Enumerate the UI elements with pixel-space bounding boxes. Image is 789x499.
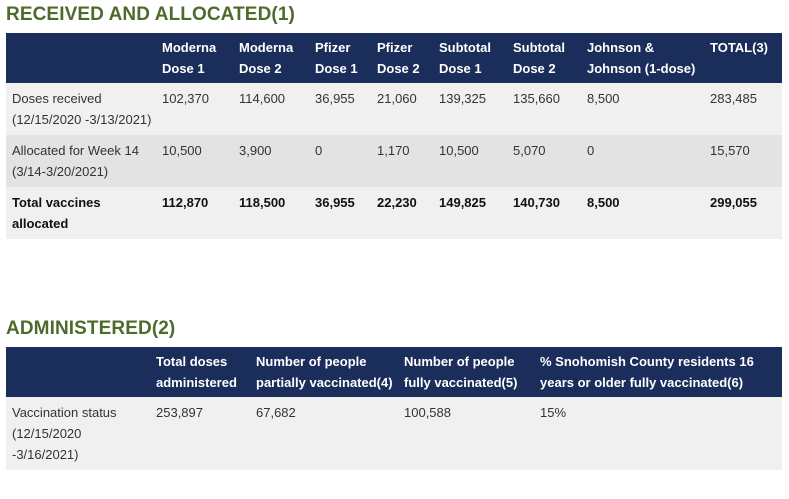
table-cell: 118,500	[235, 187, 311, 239]
administered-table: Total doses administered Number of peopl…	[6, 347, 782, 470]
table-cell: 36,955	[311, 83, 373, 135]
table-cell: 114,600	[235, 83, 311, 135]
table-cell: 8,500	[583, 187, 706, 239]
table-row: Doses received (12/15/2020 -3/13/2021) 1…	[6, 83, 782, 135]
header-subtotal-dose-1: Subtotal Dose 1	[435, 33, 509, 83]
table-cell: 102,370	[158, 83, 235, 135]
header-cell-blank	[6, 33, 158, 83]
table-cell: 0	[583, 135, 706, 187]
table-cell: 283,485	[706, 83, 782, 135]
table-cell: 112,870	[158, 187, 235, 239]
table-cell: 8,500	[583, 83, 706, 135]
table-cell: 100,588	[400, 397, 536, 470]
header-percent-fully-vaccinated: % Snohomish County residents 16 years or…	[536, 347, 782, 397]
table-cell: 67,682	[252, 397, 400, 470]
table-cell: 135,660	[509, 83, 583, 135]
table-cell: 149,825	[435, 187, 509, 239]
table-row-total: Total vaccines allocated 112,870 118,500…	[6, 187, 782, 239]
header-fully-vaccinated: Number of people fully vaccinated(5)	[400, 347, 536, 397]
administered-heading: ADMINISTERED(2)	[6, 318, 176, 339]
header-total-doses: Total doses administered	[152, 347, 252, 397]
table-row: Allocated for Week 14 (3/14-3/20/2021) 1…	[6, 135, 782, 187]
header-johnson-johnson: Johnson & Johnson (1-dose)	[583, 33, 706, 83]
table-row: Vaccination status (12/15/2020 -3/16/202…	[6, 397, 782, 470]
table-header-row: Moderna Dose 1 Moderna Dose 2 Pfizer Dos…	[6, 33, 782, 83]
table-cell: 299,055	[706, 187, 782, 239]
table-cell: 10,500	[435, 135, 509, 187]
row-label: Total vaccines allocated	[6, 187, 158, 239]
table-cell: 36,955	[311, 187, 373, 239]
table-cell: 21,060	[373, 83, 435, 135]
table-cell: 3,900	[235, 135, 311, 187]
table-cell: 1,170	[373, 135, 435, 187]
table-cell: 10,500	[158, 135, 235, 187]
table-cell: 22,230	[373, 187, 435, 239]
header-moderna-dose-2: Moderna Dose 2	[235, 33, 311, 83]
received-allocated-heading: RECEIVED AND ALLOCATED(1)	[6, 4, 295, 25]
table-cell: 15%	[536, 397, 782, 470]
row-label: Allocated for Week 14 (3/14-3/20/2021)	[6, 135, 158, 187]
row-label: Vaccination status (12/15/2020 -3/16/202…	[6, 397, 152, 470]
table-header-row: Total doses administered Number of peopl…	[6, 347, 782, 397]
table-cell: 5,070	[509, 135, 583, 187]
header-moderna-dose-1: Moderna Dose 1	[158, 33, 235, 83]
header-subtotal-dose-2: Subtotal Dose 2	[509, 33, 583, 83]
table-cell: 139,325	[435, 83, 509, 135]
row-label: Doses received (12/15/2020 -3/13/2021)	[6, 83, 158, 135]
header-total: TOTAL(3)	[706, 33, 782, 83]
header-pfizer-dose-2: Pfizer Dose 2	[373, 33, 435, 83]
received-allocated-table: Moderna Dose 1 Moderna Dose 2 Pfizer Dos…	[6, 33, 782, 239]
header-partially-vaccinated: Number of people partially vaccinated(4)	[252, 347, 400, 397]
table-cell: 253,897	[152, 397, 252, 470]
table-cell: 140,730	[509, 187, 583, 239]
header-pfizer-dose-1: Pfizer Dose 1	[311, 33, 373, 83]
table-cell: 0	[311, 135, 373, 187]
table-cell: 15,570	[706, 135, 782, 187]
header-cell-blank	[6, 347, 152, 397]
